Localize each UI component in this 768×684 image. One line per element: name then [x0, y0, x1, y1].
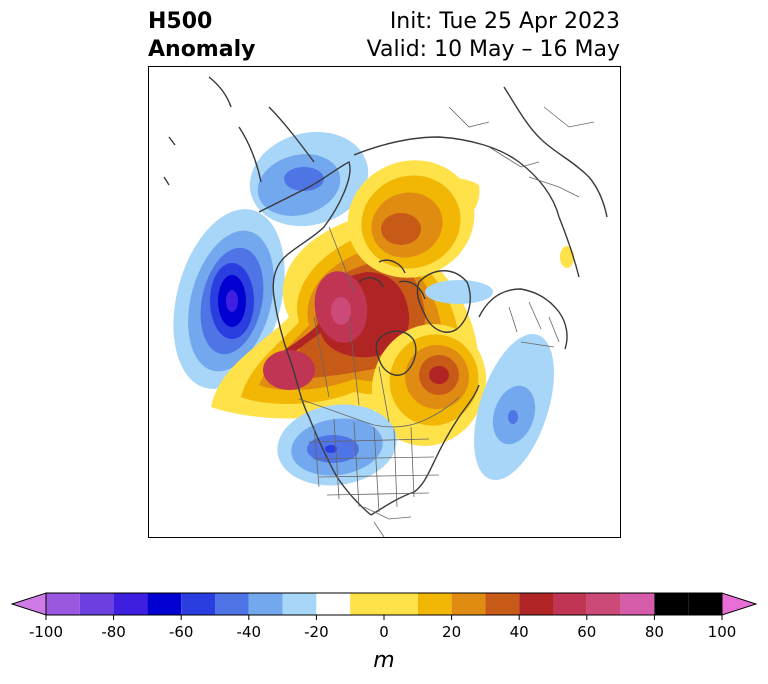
- colorbar-segment: [586, 593, 621, 615]
- colorbar-segments: [10, 592, 758, 616]
- colorbar-tick-label: -60: [169, 623, 194, 641]
- borders: [298, 106, 595, 537]
- colorbar-segment: [417, 593, 452, 615]
- colorbar-segment: [147, 593, 182, 615]
- colorbar-segment: [316, 593, 351, 615]
- colorbar-unit-label: m: [373, 648, 394, 673]
- anomaly-greenland-sea-low: [425, 280, 493, 304]
- colorbar-tick-label: 20: [442, 623, 461, 641]
- colorbar-tick-label: -100: [29, 623, 63, 641]
- colorbar-tick-label: 100: [708, 623, 737, 641]
- colorbar-segment: [688, 593, 722, 615]
- colorbar-tick-label: 0: [379, 623, 389, 641]
- colorbar-tick-label: 60: [577, 623, 596, 641]
- valid-period: Valid: 10 May – 16 May: [366, 37, 620, 62]
- colorbar-segment: [282, 593, 317, 615]
- colorbar-segment: [451, 593, 486, 615]
- colorbar-segment: [654, 593, 689, 615]
- anomaly-atlantic-low: [474, 333, 554, 481]
- colorbar-segment: [113, 593, 148, 615]
- title-field: Anomaly: [148, 37, 256, 62]
- colorbar-tick-label: 40: [510, 623, 529, 641]
- colorbar-segment: [350, 593, 418, 615]
- anomaly-map: [148, 66, 621, 538]
- colorbar-extend-high: [721, 592, 758, 616]
- colorbar-tick-label: -20: [304, 623, 329, 641]
- colorbar-tick-label: -80: [101, 623, 126, 641]
- chart-title-right: Init: Tue 25 Apr 2023 Valid: 10 May – 16…: [367, 8, 620, 64]
- chart-title-left: H500 Anomaly: [148, 8, 255, 64]
- colorbar-ticks: -100 -80 -60 -40 -20 0 20 40 60 80 100: [29, 615, 736, 641]
- anomaly-ne-pacific-low: [173, 209, 285, 389]
- colorbar-tick-label: -40: [237, 623, 262, 641]
- anomaly-asia-small-high: [560, 246, 574, 268]
- colorbar-segment: [485, 593, 520, 615]
- colorbar-segment: [553, 593, 587, 615]
- colorbar-tick-label: 80: [645, 623, 664, 641]
- colorbar-segment: [519, 593, 553, 615]
- colorbar-segment: [620, 593, 655, 615]
- colorbar-segment: [79, 593, 114, 615]
- colorbar-segment: [181, 593, 215, 615]
- colorbar-segment: [248, 593, 283, 615]
- colorbar-extend-low: [10, 592, 47, 616]
- title-variable: H500: [148, 9, 213, 34]
- anomaly-arctic-high: [347, 160, 475, 278]
- colorbar-segment: [215, 593, 249, 615]
- map-canvas: [163, 76, 608, 537]
- coastlines: [163, 76, 608, 516]
- anomaly-quebec-high: [371, 324, 487, 446]
- colorbar-segment: [46, 593, 80, 615]
- init-date: Init: Tue 25 Apr 2023: [389, 9, 620, 34]
- colorbar: -100 -80 -60 -40 -20 0 20 40 60 80 100 m: [10, 592, 758, 673]
